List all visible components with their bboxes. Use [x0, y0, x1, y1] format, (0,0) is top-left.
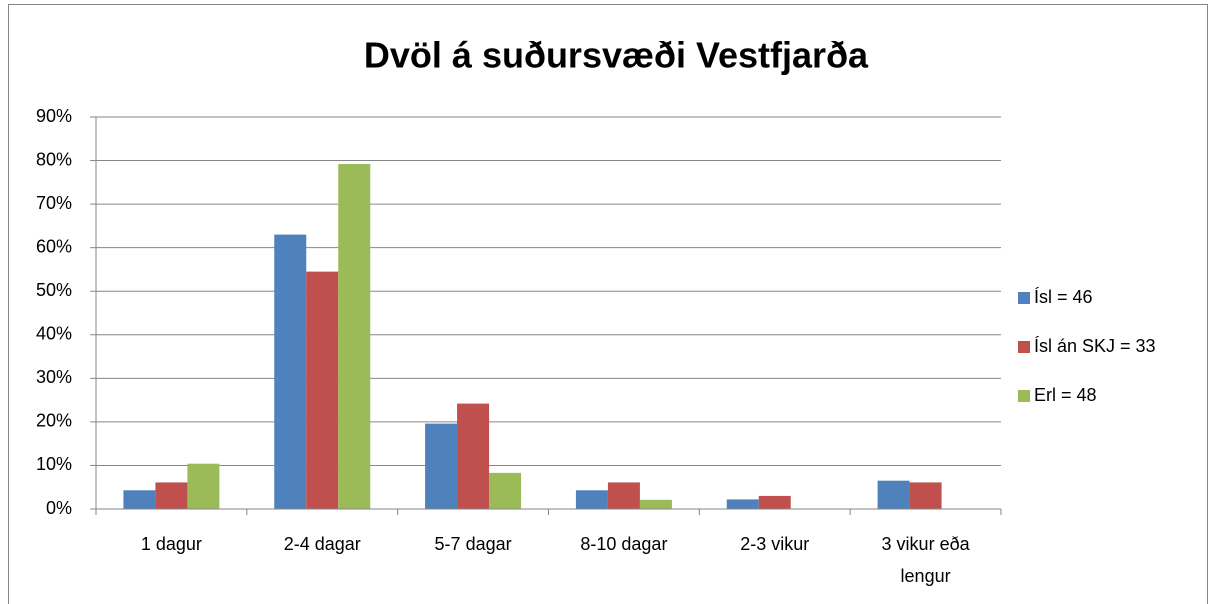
y-tick-label: 20% [36, 411, 72, 431]
bar [758, 495, 791, 509]
y-tick-label: 30% [36, 367, 72, 387]
bar [575, 490, 608, 509]
x-tick-label: 5-7 dagar [435, 534, 512, 554]
bar [457, 403, 490, 509]
legend-swatch [1018, 390, 1030, 402]
y-tick-label: 10% [36, 454, 72, 474]
y-tick-label: 70% [36, 193, 72, 213]
chart-title: Dvöl á suðursvæði Vestfjarða [364, 35, 869, 76]
legend-label: Ísl = 46 [1034, 287, 1093, 307]
bar [123, 490, 156, 509]
bar [338, 164, 371, 510]
x-tick-label: 3 vikur eða lengur [882, 534, 971, 586]
x-tick-label: 2-3 vikur [740, 534, 809, 554]
bar [489, 472, 522, 509]
x-tick-label: 1 dagur [141, 534, 202, 554]
y-tick-label: 90% [36, 106, 72, 126]
bar [187, 463, 220, 509]
bar [909, 482, 942, 509]
bar [306, 271, 339, 509]
bar [639, 499, 672, 509]
legend-label: Erl = 48 [1034, 385, 1097, 405]
y-tick-label: 40% [36, 324, 72, 344]
bar [726, 499, 759, 509]
bar [155, 482, 188, 509]
y-tick-label: 80% [36, 149, 72, 169]
y-tick-label: 60% [36, 236, 72, 256]
x-tick-label: 2-4 dagar [284, 534, 361, 554]
bar [425, 423, 458, 509]
y-tick-label: 0% [46, 498, 72, 518]
chart-border [8, 4, 1208, 604]
bar [877, 480, 910, 509]
legend-swatch [1018, 292, 1030, 304]
legend-label: Ísl án SKJ = 33 [1034, 336, 1156, 356]
bar [274, 234, 307, 509]
y-tick-label: 50% [36, 280, 72, 300]
x-tick-label: 8-10 dagar [580, 534, 667, 554]
legend-swatch [1018, 341, 1030, 353]
bar [607, 482, 640, 509]
